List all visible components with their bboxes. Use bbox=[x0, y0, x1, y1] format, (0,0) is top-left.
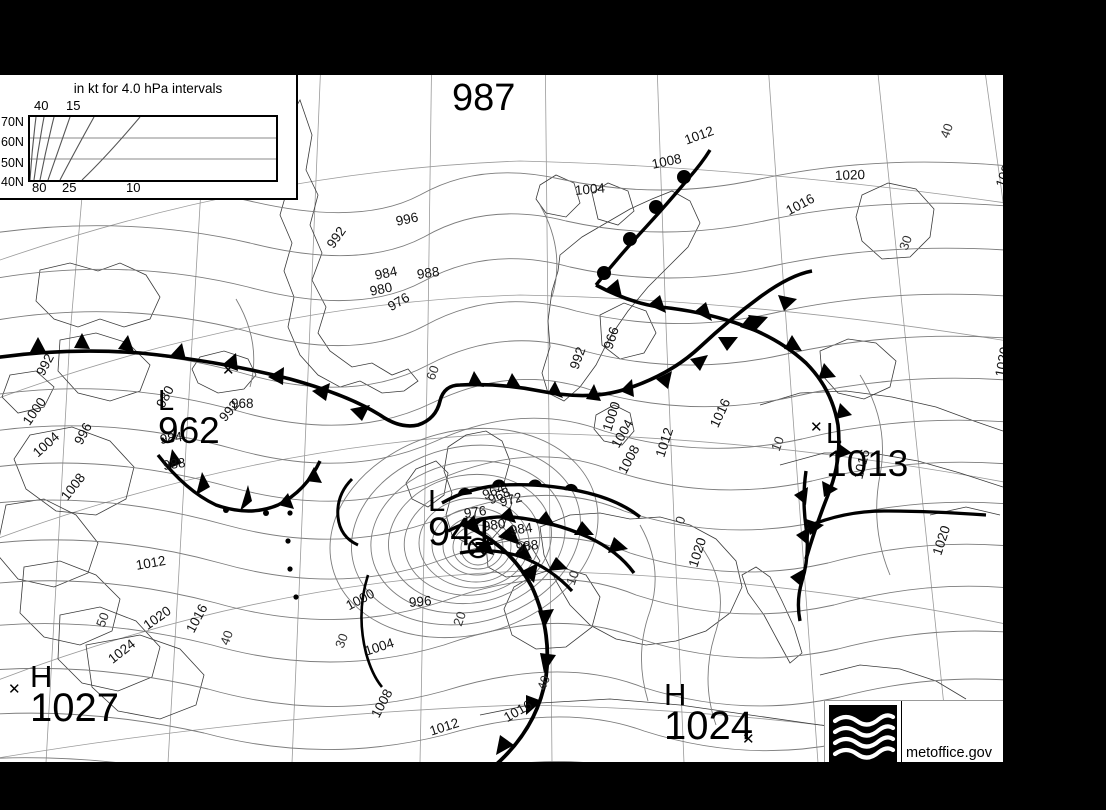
pressure-centre-low-1013[interactable]: L 1013 bbox=[826, 418, 909, 484]
pressure-centre-low-962[interactable]: L 962 bbox=[158, 385, 220, 451]
low-value: 962 bbox=[158, 410, 220, 451]
high-symbol: H bbox=[664, 677, 687, 712]
pressure-centre-high-1027[interactable]: H 1027 bbox=[30, 661, 119, 728]
met-office-url[interactable]: metoffice.gov bbox=[901, 701, 1003, 762]
wind-scale-bottom-value-10: 10 bbox=[126, 180, 141, 195]
wind-scale-box bbox=[28, 115, 278, 182]
map-vector-layer bbox=[0, 75, 1003, 762]
low-symbol: L bbox=[826, 418, 843, 450]
wind-scale-bottom-value-80: 80 bbox=[32, 180, 47, 195]
met-office-branding[interactable]: metoffice.gov bbox=[824, 700, 1003, 762]
isobar-label: 996 bbox=[408, 593, 433, 610]
met-office-wave-logo bbox=[829, 705, 897, 762]
isobar-label: 988 bbox=[514, 536, 540, 555]
low-symbol: L bbox=[428, 483, 446, 518]
cold-front-arctic bbox=[0, 269, 813, 428]
wind-scale-top-value-40: 40 bbox=[34, 98, 49, 113]
warm-front-main bbox=[441, 479, 642, 519]
occluded-front-962 bbox=[156, 449, 322, 516]
high-1024-x-marker: ✕ bbox=[742, 731, 755, 748]
wind-scale-lat-70n: 70N bbox=[1, 115, 24, 129]
occluded-front-main bbox=[447, 507, 636, 575]
wind-scale-bottom-value-25: 25 bbox=[62, 180, 77, 195]
isobar-label: 984 bbox=[508, 519, 534, 538]
pressure-value-987: 987 bbox=[452, 77, 516, 119]
high-value: 1024 bbox=[664, 704, 753, 748]
isobar-label: 1020 bbox=[834, 166, 866, 183]
wind-scale-lat-50n: 50N bbox=[1, 156, 24, 170]
coastlines bbox=[0, 99, 1003, 744]
wind-scale-lat-40n: 40N bbox=[1, 175, 24, 189]
low-symbol: L bbox=[158, 385, 175, 417]
isobars bbox=[0, 161, 1003, 762]
high-symbol: H bbox=[30, 659, 53, 694]
pressure-centre-high-1024[interactable]: H 1024 bbox=[664, 679, 753, 746]
low-value: 941 bbox=[428, 510, 495, 554]
fronts bbox=[0, 149, 987, 762]
geostrophic-wind-scale-legend: in kt for 4.0 hPa intervals 40 15 70N 60… bbox=[0, 75, 298, 200]
low-1013-x-marker: ✕ bbox=[810, 419, 823, 436]
isobar-label: 968 bbox=[231, 396, 254, 411]
cold-front-trailing bbox=[463, 523, 556, 762]
cold-front-iberia bbox=[790, 470, 987, 622]
isobar-label: 1004 bbox=[574, 180, 606, 198]
wind-scale-title: in kt for 4.0 hPa intervals bbox=[73, 81, 223, 96]
isobar-label: 988 bbox=[415, 263, 441, 282]
isobar-label: 988 bbox=[161, 454, 187, 473]
high-1027-x-marker: ✕ bbox=[8, 681, 21, 698]
wind-scale-lat-60n: 60N bbox=[1, 135, 24, 149]
pressure-centre-low-941[interactable]: L 941 bbox=[428, 485, 495, 552]
trough-dotted bbox=[285, 510, 299, 600]
low-centre-markers bbox=[468, 538, 488, 558]
trough-greenland bbox=[336, 477, 384, 688]
low-value: 1013 bbox=[826, 443, 909, 484]
high-value: 1027 bbox=[30, 686, 119, 730]
low-962-x-marker: ✕ bbox=[222, 362, 235, 379]
cold-front-europe bbox=[594, 149, 852, 560]
wind-scale-top-value-15: 15 bbox=[66, 98, 81, 113]
